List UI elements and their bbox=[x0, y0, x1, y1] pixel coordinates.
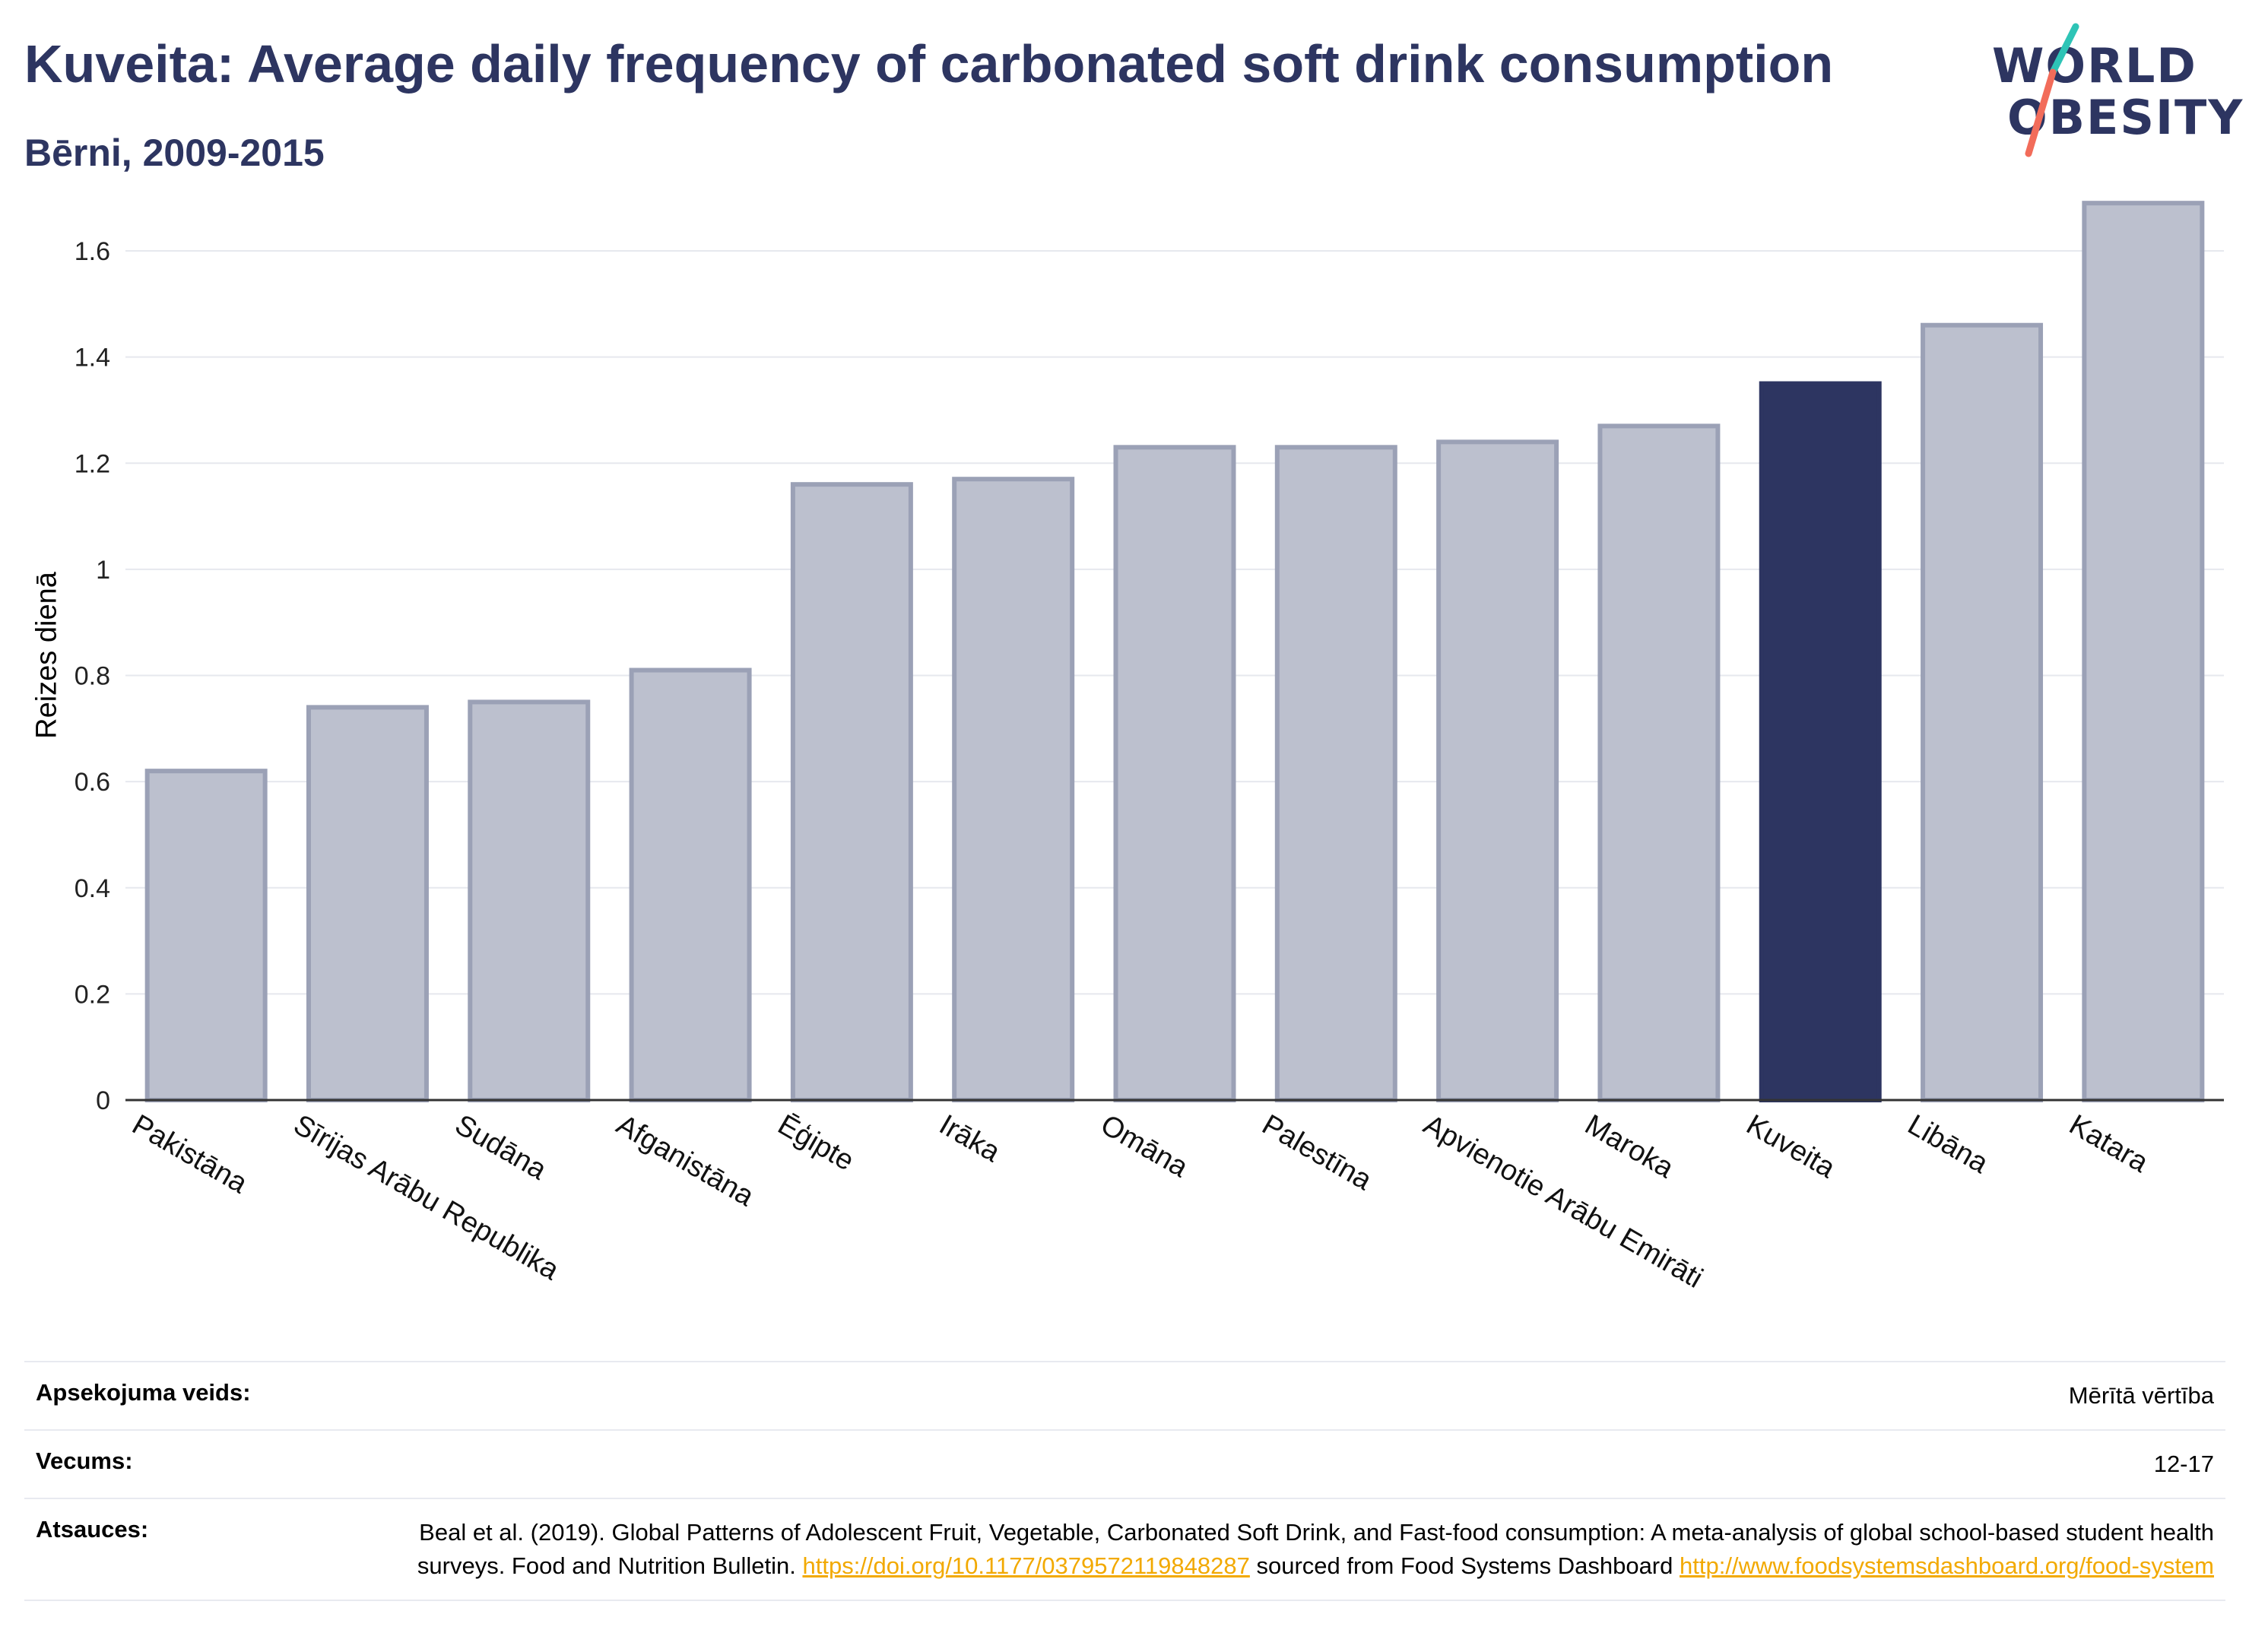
bar-Apvienotie Arābu Emirāti bbox=[1436, 439, 1559, 1102]
logo-slash-icon bbox=[2025, 23, 2079, 157]
y-tick-label: 1 bbox=[96, 556, 110, 585]
y-tick-label: 0.4 bbox=[75, 874, 110, 903]
bar-Maroka bbox=[1597, 423, 1721, 1102]
bar-Palestīna bbox=[1274, 445, 1397, 1102]
dashboard-link[interactable]: http://www.foodsystemsdashboard.org/food… bbox=[1680, 1552, 2214, 1579]
sources-value: Beal et al. (2019). Global Patterns of A… bbox=[351, 1498, 2225, 1601]
source-via: sourced from Food Systems Dashboard bbox=[1249, 1552, 1680, 1579]
x-tick-label: Sudāna bbox=[449, 1108, 552, 1186]
bar-Ēģipte bbox=[790, 482, 913, 1102]
doi-link[interactable]: https://doi.org/10.1177/0379572119848287 bbox=[802, 1552, 1250, 1579]
y-tick-label: 1.4 bbox=[75, 344, 110, 373]
x-tick-label: Afganistāna bbox=[611, 1108, 760, 1213]
x-tick-label: Pakistāna bbox=[127, 1108, 253, 1200]
bar-Katara bbox=[2082, 201, 2205, 1103]
bar-Sīrijas Arābu Republika bbox=[306, 705, 429, 1102]
logo-line-1: WORLD bbox=[1992, 38, 2197, 94]
bar-chart: 0 0.2 0.4 0.6 0.8 1 1.2 1.4 1.6 Pakistāna Sīrijas … bbox=[75, 201, 2224, 1295]
x-tick-label: Palestīna bbox=[1257, 1108, 1378, 1197]
source-citation: Beal et al. (2019). Global Patterns of A… bbox=[417, 1519, 2214, 1579]
x-tick-label: Kuveita bbox=[1741, 1108, 1841, 1184]
bar-Pakistāna bbox=[144, 769, 268, 1102]
bar-Libāna bbox=[1921, 322, 2044, 1102]
metadata-table: Apsekojuma veids: Mērītā vērtība Vecums:… bbox=[24, 1361, 2225, 1601]
x-tick-label: Omāna bbox=[1096, 1108, 1194, 1184]
x-tick-label: Libāna bbox=[1902, 1108, 1994, 1180]
sources-label: Atsauces: bbox=[24, 1498, 351, 1601]
y-tick-label: 0.8 bbox=[75, 662, 110, 691]
bar-Sudāna bbox=[468, 699, 591, 1102]
y-tick-label: 0.2 bbox=[75, 980, 110, 1009]
y-tick-label: 0.6 bbox=[75, 768, 110, 797]
y-tick-label: 0 bbox=[96, 1086, 110, 1115]
y-tick-label: 1.6 bbox=[75, 237, 110, 266]
age-row: Vecums: 12-17 bbox=[24, 1429, 2225, 1498]
survey-type-row: Apsekojuma veids: Mērītā vērtība bbox=[24, 1361, 2225, 1430]
chart-title: Kuveita: Average daily frequency of carb… bbox=[24, 34, 1834, 94]
chart-subtitle: Bērni, 2009-2015 bbox=[24, 132, 325, 174]
sources-row: Atsauces: Beal et al. (2019). Global Pat… bbox=[24, 1498, 2225, 1601]
x-tick-label: Ēģipte bbox=[772, 1108, 859, 1177]
age-value: 12-17 bbox=[351, 1429, 2225, 1498]
bar-Kuveita bbox=[1759, 381, 1882, 1102]
y-tick-label: 1.2 bbox=[75, 449, 110, 478]
bar-Irāka bbox=[952, 477, 1075, 1102]
world-obesity-logo: WORLD OBESITY bbox=[1977, 23, 2242, 160]
x-tick-label: Maroka bbox=[1579, 1108, 1679, 1184]
x-tick-label: Katara bbox=[2063, 1108, 2154, 1179]
bar-Afganistāna bbox=[629, 667, 752, 1102]
x-tick-label: Apvienotie Arābu Emirāti bbox=[1418, 1108, 1708, 1294]
survey-type-label: Apsekojuma veids: bbox=[24, 1361, 351, 1430]
survey-type-value: Mērītā vērtība bbox=[351, 1361, 2225, 1430]
bar-Omāna bbox=[1113, 445, 1236, 1102]
age-label: Vecums: bbox=[24, 1429, 351, 1498]
x-tick-label: Sīrijas Arābu Republika bbox=[288, 1108, 565, 1286]
x-tick-label: Irāka bbox=[934, 1108, 1006, 1168]
